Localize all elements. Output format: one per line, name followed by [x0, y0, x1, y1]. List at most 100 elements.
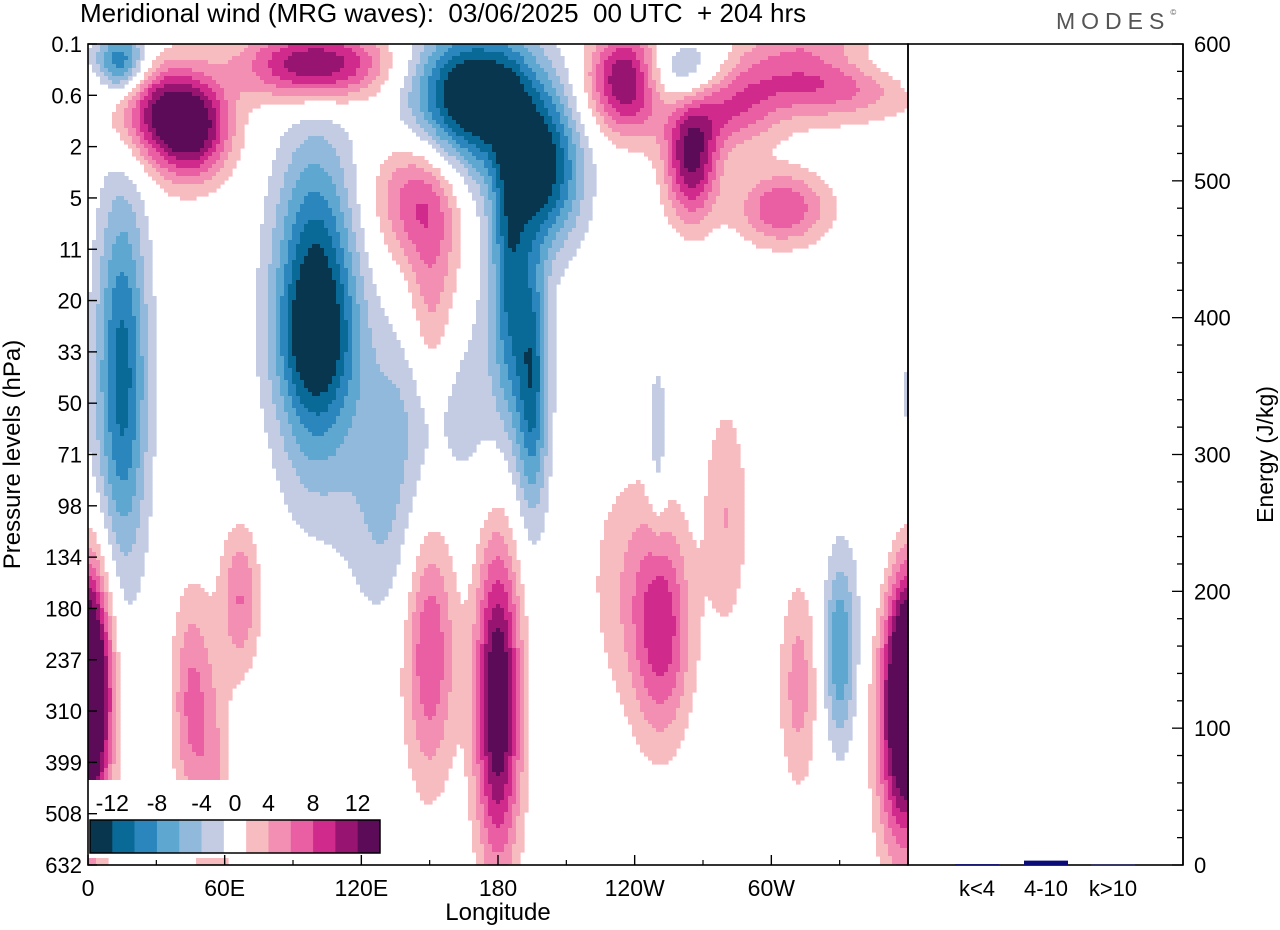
heatmap-cell — [520, 424, 529, 429]
heatmap-cell — [648, 524, 689, 529]
heatmap-cell — [392, 252, 405, 257]
heatmap-cell — [148, 312, 157, 317]
heatmap-cell — [96, 608, 101, 613]
heatmap-cell — [148, 380, 157, 385]
heatmap-cell — [516, 576, 521, 581]
heatmap-cell — [292, 428, 309, 433]
heatmap-cell — [616, 96, 637, 101]
heatmap-cell — [132, 500, 141, 505]
heatmap-cell — [516, 368, 529, 373]
heatmap-cell — [652, 160, 665, 165]
heatmap-cell — [596, 44, 609, 49]
heatmap-cell — [512, 444, 521, 449]
heatmap-cell — [100, 560, 105, 565]
heatmap-cell — [496, 360, 505, 365]
heatmap-cell — [452, 236, 461, 241]
heatmap-cell — [488, 544, 509, 549]
heatmap-cell — [540, 392, 545, 397]
heatmap-cell — [436, 128, 445, 133]
heatmap-cell — [152, 176, 165, 181]
heatmap-cell — [268, 440, 285, 445]
heatmap-cell — [556, 164, 565, 169]
heatmap-cell — [680, 592, 689, 597]
heatmap-cell — [404, 468, 421, 473]
heatmap-cell — [548, 356, 557, 361]
heatmap-cell — [544, 280, 549, 285]
heatmap-cell — [108, 632, 113, 637]
heatmap-cell — [540, 388, 545, 393]
heatmap-cell — [296, 356, 341, 361]
heatmap-cell — [164, 140, 205, 145]
heatmap-cell — [256, 292, 269, 297]
heatmap-cell — [444, 104, 537, 109]
heatmap-cell — [556, 156, 565, 161]
heatmap-cell — [496, 328, 501, 333]
heatmap-cell — [620, 604, 633, 609]
heatmap-cell — [428, 76, 441, 81]
heatmap-cell — [720, 64, 737, 69]
heatmap-cell — [576, 180, 585, 185]
heatmap-cell — [208, 652, 257, 657]
heatmap-cell — [308, 408, 329, 413]
heatmap-cell — [344, 172, 357, 177]
heatmap-cell — [352, 260, 361, 265]
heatmap-cell — [124, 112, 133, 117]
heatmap-cell — [212, 684, 237, 689]
heatmap-cell — [536, 440, 545, 445]
heatmap-cell — [796, 588, 801, 593]
heatmap-cell — [832, 644, 849, 649]
heatmap-cell — [264, 416, 277, 421]
heatmap-cell — [256, 300, 269, 305]
heatmap-cell — [116, 532, 137, 537]
heatmap-cell — [100, 264, 109, 269]
heatmap-cell — [852, 628, 861, 633]
heatmap-cell — [500, 288, 505, 293]
heatmap-cell — [508, 460, 517, 465]
heatmap-cell — [148, 128, 157, 133]
heatmap-cell — [220, 556, 233, 561]
heatmap-cell — [140, 152, 149, 157]
heatmap-cell — [228, 100, 237, 105]
heatmap-cell — [140, 504, 153, 509]
heatmap-cell — [704, 524, 725, 529]
heatmap-cell — [492, 536, 505, 541]
heatmap-cell — [484, 196, 489, 201]
heatmap-cell — [660, 156, 669, 161]
heatmap-cell — [540, 368, 545, 373]
heatmap-cell — [520, 628, 529, 633]
heatmap-cell — [204, 640, 233, 645]
heatmap-cell — [368, 52, 381, 57]
heatmap-cell — [136, 408, 141, 413]
heatmap-cell — [548, 248, 561, 253]
heatmap-cell — [408, 256, 421, 261]
heatmap-cell — [548, 336, 557, 341]
heatmap-cell — [288, 364, 297, 369]
heatmap-cell — [480, 136, 553, 141]
heatmap-cell — [700, 128, 713, 133]
heatmap-cell — [108, 600, 113, 605]
heatmap-cell — [232, 564, 249, 569]
heatmap-cell — [880, 592, 885, 597]
heatmap-cell — [712, 152, 721, 157]
heatmap-cell — [680, 612, 689, 617]
heatmap-cell — [344, 256, 353, 261]
heatmap-cell — [352, 364, 361, 369]
heatmap-cell — [704, 184, 713, 189]
heatmap-cell — [340, 332, 349, 337]
heatmap-cell — [888, 584, 893, 589]
heatmap-cell — [876, 80, 901, 85]
heatmap-cell — [108, 656, 113, 661]
heatmap-cell — [476, 544, 489, 549]
heatmap-cell — [128, 284, 137, 289]
heatmap-cell — [200, 684, 213, 689]
heatmap-cell — [280, 188, 293, 193]
heatmap-cell — [104, 252, 113, 257]
heatmap-cell — [520, 232, 537, 237]
heatmap-cell — [508, 572, 517, 577]
heatmap-cell — [348, 268, 353, 273]
heatmap-cell — [680, 216, 705, 221]
heatmap-cell — [408, 452, 425, 457]
heatmap-cell — [444, 128, 453, 133]
heatmap-cell — [88, 348, 97, 353]
heatmap-cell — [416, 600, 425, 605]
